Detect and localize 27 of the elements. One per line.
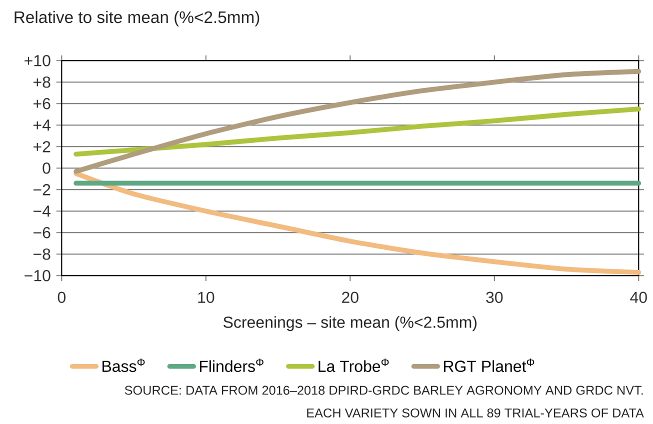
- x-tick-label: 20: [342, 292, 358, 303]
- legend-label: La Trobe$^{Φ}$: [318, 358, 389, 372]
- y-axis-title: Relative to site mean (%<2.5mm): [14, 10, 260, 26]
- line-series: [74, 68, 642, 174]
- legend-label: RGT Planet$^{Φ}$: [444, 358, 534, 372]
- y-tick-label: +6: [33, 98, 50, 110]
- y-tick-label: +10: [24, 54, 50, 66]
- x-tick-label: 30: [486, 292, 503, 303]
- x-axis-title: Screenings – site mean (%<2.5mm): [224, 316, 477, 332]
- line-series: [74, 171, 642, 275]
- y-tick-label: −10: [24, 270, 50, 282]
- line-series: [74, 106, 642, 157]
- source-note: SOURCE: DATA FROM 2016–2018 DPIRD-GRDC BARLEY AGRONOMY AND GRDC NVT.: [124, 386, 643, 395]
- y-tick-label: +4: [33, 120, 50, 131]
- legend-label: Bass$^{Φ}$: [102, 358, 145, 372]
- x-tick-label: 10: [198, 292, 214, 303]
- y-tick-label: −4: [34, 206, 50, 217]
- x-tick-label: 40: [630, 292, 647, 303]
- y-tick-label: −8: [34, 248, 50, 260]
- y-tick-label: 0: [42, 162, 50, 174]
- y-tick-label: −6: [34, 226, 50, 238]
- x-tick-label: 0: [58, 292, 66, 303]
- legend-label: Flinders$^{Φ}$: [200, 358, 264, 372]
- text: EACH VARIETY SOWN IN ALL 89 TRIAL-YEARS OF DATA: [307, 408, 644, 418]
- y-tick-label: +8: [33, 76, 50, 88]
- y-tick-label: +2: [33, 141, 50, 152]
- y-tick-label: −2: [34, 184, 50, 196]
